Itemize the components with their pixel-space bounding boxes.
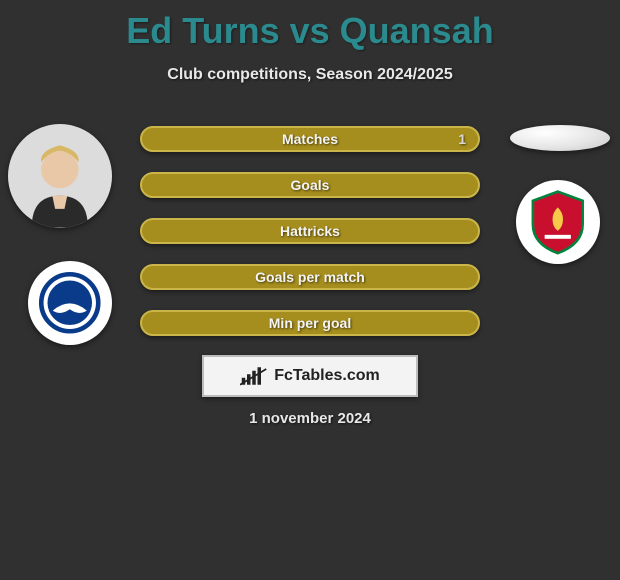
bar-chart-icon: [240, 365, 268, 387]
stat-row-goals-per-match: Goals per match: [140, 264, 480, 290]
stat-label: Matches: [282, 131, 338, 147]
club-right-crest: [516, 180, 600, 264]
stats-container: Matches 1 Goals Hattricks Goals per matc…: [140, 126, 480, 356]
brand-label: FcTables.com: [274, 367, 380, 385]
player-avatar-icon: [13, 134, 107, 228]
stat-label: Goals per match: [255, 269, 365, 285]
brighton-crest-icon: [37, 270, 103, 336]
subtitle: Club competitions, Season 2024/2025: [0, 66, 620, 84]
page-title: Ed Turns vs Quansah: [0, 0, 620, 52]
stat-row-min-per-goal: Min per goal: [140, 310, 480, 336]
stat-row-matches: Matches 1: [140, 126, 480, 152]
stat-label: Hattricks: [280, 223, 340, 239]
club-left-crest: [28, 261, 112, 345]
brand-badge[interactable]: FcTables.com: [202, 355, 418, 397]
player-right-avatar-placeholder: [510, 125, 610, 151]
player-left-avatar: [8, 124, 112, 228]
stat-row-hattricks: Hattricks: [140, 218, 480, 244]
stat-value-right: 1: [458, 131, 466, 147]
liverpool-crest-icon: [525, 189, 591, 255]
stat-label: Min per goal: [269, 315, 351, 331]
stat-label: Goals: [291, 177, 330, 193]
stat-row-goals: Goals: [140, 172, 480, 198]
snapshot-date: 1 november 2024: [0, 410, 620, 427]
